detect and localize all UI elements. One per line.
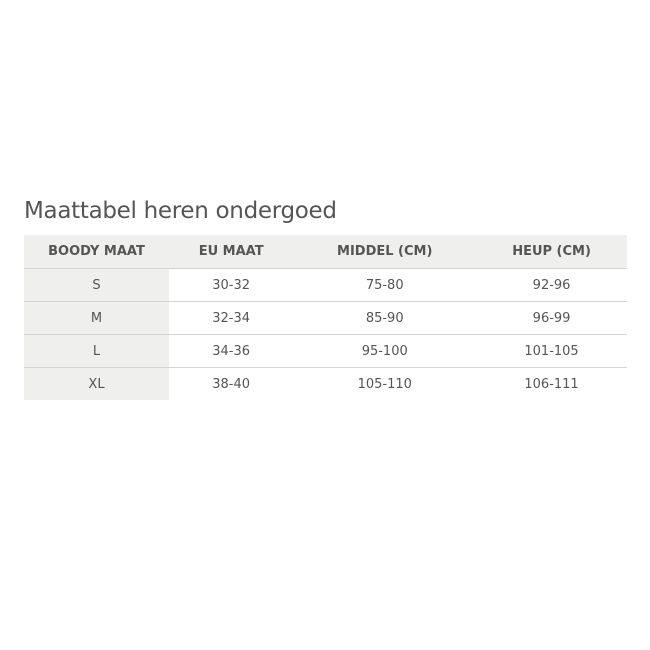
table-cell: 75-80 <box>293 268 477 302</box>
header-eu-maat: EU MAAT <box>169 235 294 269</box>
table-row: L 34-36 95-100 101-105 <box>24 334 627 368</box>
table-row: M 32-34 85-90 96-99 <box>24 301 627 335</box>
table-cell: M <box>24 301 169 335</box>
size-table: BOODY MAAT EU MAAT MIDDEL (CM) HEUP (CM)… <box>24 235 627 400</box>
table-cell: 85-90 <box>293 301 477 335</box>
table-cell: S <box>24 268 169 302</box>
header-heup: HEUP (CM) <box>476 235 627 269</box>
table-cell: 105-110 <box>357 376 412 392</box>
header-boody-maat: BOODY MAAT <box>24 235 169 269</box>
table-cell: 95-100 <box>293 334 477 368</box>
table-cell: 101-105 <box>476 334 627 368</box>
page-title: Maattabel heren ondergoed <box>24 198 337 224</box>
table-row: XL 38-40 105-110 106-111 <box>24 367 627 400</box>
table-cell: L <box>24 334 169 368</box>
table-cell: XL <box>24 367 169 400</box>
header-middel: MIDDEL (CM) <box>293 235 477 269</box>
table-row: S 30-32 75-80 92-96 <box>24 268 627 302</box>
table-cell: 32-34 <box>169 301 294 335</box>
table-cell: 38-40 <box>212 376 251 392</box>
table-cell: 30-32 <box>169 268 294 302</box>
table-header-row: BOODY MAAT EU MAAT MIDDEL (CM) HEUP (CM) <box>24 235 627 269</box>
table-cell: 92-96 <box>476 268 627 302</box>
table-cell: 106-111 <box>524 376 579 392</box>
table-cell: 96-99 <box>476 301 627 335</box>
table-cell: 34-36 <box>169 334 294 368</box>
